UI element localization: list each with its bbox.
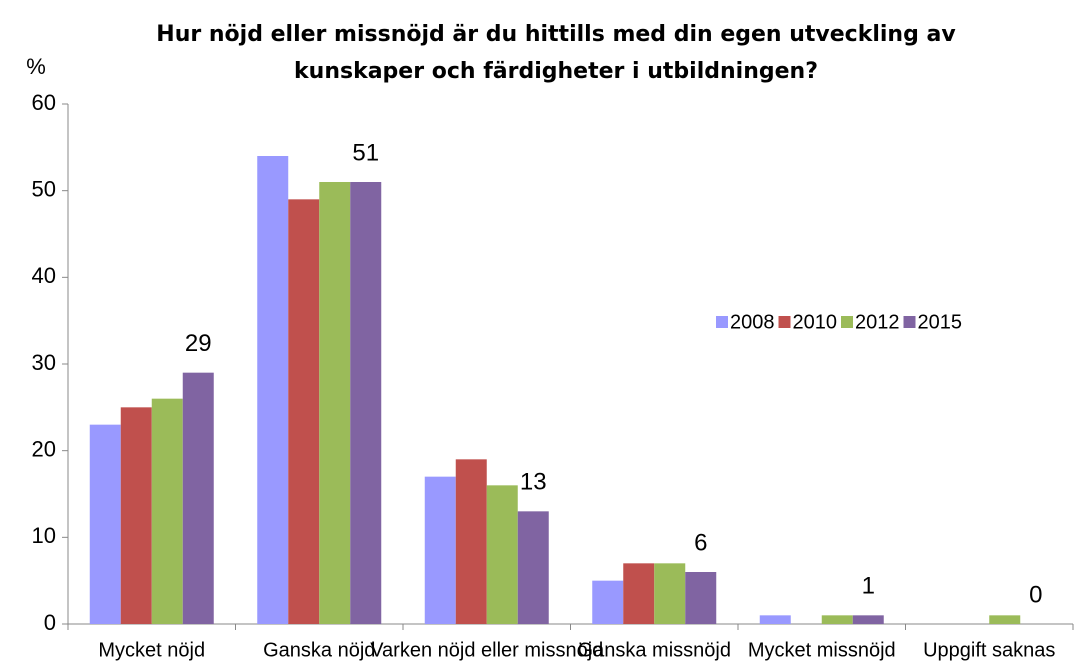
x-tick-label: Mycket missnöjd [748, 639, 896, 661]
y-tick-label: 60 [32, 90, 56, 115]
data-label: 0 [1029, 581, 1042, 608]
bar [182, 372, 214, 624]
bar [424, 476, 456, 624]
chart-title: Hur nöjd eller missnöjd är du hittills m… [156, 22, 956, 47]
y-axis-label: % [26, 54, 46, 79]
bar [654, 563, 686, 624]
data-label: 13 [520, 469, 547, 496]
data-label: 1 [862, 573, 875, 600]
x-tick-label: Ganska missnöjd [578, 639, 731, 661]
legend-swatch [841, 316, 853, 328]
bar [685, 572, 717, 624]
x-tick-label: Mycket nöjd [98, 639, 205, 661]
bar [120, 407, 152, 624]
data-label: 6 [694, 529, 707, 556]
bar [759, 615, 791, 624]
y-tick-label: 30 [32, 350, 56, 375]
y-tick-label: 20 [32, 436, 56, 461]
bar [592, 580, 624, 624]
legend-label: 2010 [793, 311, 838, 333]
legend-label: 2012 [855, 311, 900, 333]
y-tick-label: 40 [32, 263, 56, 288]
legend-swatch [716, 316, 728, 328]
bar [517, 511, 549, 624]
bar [486, 485, 518, 624]
data-label: 29 [185, 330, 212, 357]
chart-title: kunskaper och färdigheter i utbildningen… [294, 59, 818, 84]
bar [89, 424, 121, 624]
bar [350, 182, 382, 624]
y-tick-label: 10 [32, 523, 56, 548]
bar [821, 615, 853, 624]
y-tick-label: 50 [32, 176, 56, 201]
legend-swatch [903, 316, 916, 328]
bar [455, 459, 487, 624]
x-tick-label: Uppgift saknas [923, 639, 1055, 661]
y-tick-label: 0 [44, 610, 56, 635]
legend-label: 2015 [918, 311, 963, 333]
bar [257, 156, 289, 624]
bar [319, 182, 351, 624]
bar [989, 615, 1021, 624]
bar [852, 615, 884, 624]
x-tick-label: Ganska nöjd [263, 639, 375, 661]
legend-swatch [778, 316, 791, 328]
bar [623, 563, 655, 624]
bar [288, 199, 320, 625]
bar [151, 398, 183, 624]
legend-label: 2008 [730, 311, 775, 333]
data-label: 51 [352, 139, 379, 166]
x-tick-label: Varken nöjd eller missnöjd [370, 639, 603, 661]
